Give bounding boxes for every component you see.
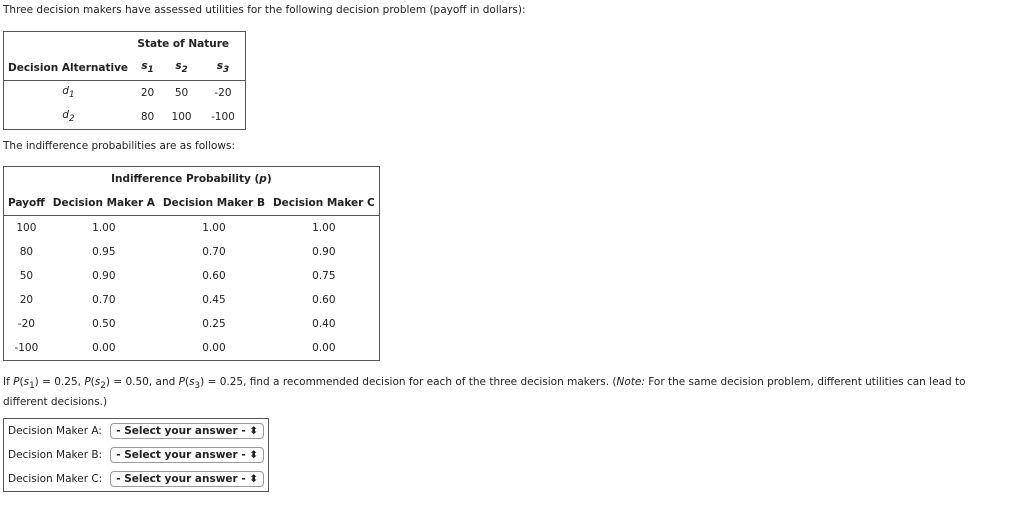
probability-cell: 0.60 <box>202 270 226 282</box>
answer-select-c[interactable]: - Select your answer - ⬍ <box>110 471 265 487</box>
probability-cell: 1.00 <box>92 222 116 234</box>
answer-select-b[interactable]: - Select your answer - ⬍ <box>110 447 265 463</box>
payoff-cell: 50 <box>19 270 34 282</box>
table-row: d1 20 50 -20 <box>4 81 246 106</box>
payoff-cell: -100 <box>211 111 235 123</box>
probability-cell: 0.45 <box>202 294 226 306</box>
payoff-table: State of Nature Decision Alternative s1 … <box>3 31 246 130</box>
indifference-probability-header: Indifference Probability (p) <box>111 173 272 185</box>
probability-cell: 0.40 <box>312 318 336 330</box>
table-row: 80 0.95 0.70 0.90 <box>4 240 380 264</box>
alternative-d2: d2 <box>62 109 75 125</box>
probability-cell: 0.00 <box>312 342 336 354</box>
table-row: -100 0.00 0.00 0.00 <box>4 336 380 361</box>
probability-cell: 1.00 <box>312 222 336 234</box>
probability-cell: 0.70 <box>202 246 226 258</box>
probability-cell: 0.25 <box>202 318 226 330</box>
question-text: If P(s1) = 0.25, P(s2) = 0.50, and P(s3)… <box>3 376 966 409</box>
indifference-intro: The indifference probabilities are as fo… <box>3 140 236 152</box>
probability-cell: 0.50 <box>92 318 116 330</box>
probability-cell: 0.60 <box>312 294 336 306</box>
state-header: s2 <box>162 56 201 81</box>
probability-cell: 0.95 <box>92 246 116 258</box>
payoff-cell: -20 <box>17 318 35 330</box>
select-arrows-icon: ⬍ <box>249 449 259 461</box>
payoff-cell: -100 <box>14 342 39 354</box>
answer-label-a: Decision Maker A: <box>8 425 102 437</box>
probability-cell: 1.00 <box>202 222 226 234</box>
table-row: 100 1.00 1.00 1.00 <box>4 216 380 241</box>
payoff-cell: 100 <box>16 222 37 234</box>
probability-cell: 0.70 <box>92 294 116 306</box>
payoff-cell: 80 <box>140 111 155 123</box>
state-header: s1 <box>132 56 163 81</box>
probability-cell: 0.75 <box>312 270 336 282</box>
answer-label-b: Decision Maker B: <box>8 449 103 461</box>
answer-select-a[interactable]: - Select your answer - ⬍ <box>110 423 265 439</box>
probability-cell: 0.90 <box>92 270 116 282</box>
select-arrows-icon: ⬍ <box>249 425 259 437</box>
decision-alternative-header: Decision Alternative <box>3 56 133 81</box>
state-of-nature-header: State of Nature <box>137 38 229 50</box>
probability-cell: 0.00 <box>202 342 226 354</box>
dm-c-header: Decision Maker C <box>268 191 380 216</box>
probability-cell: 0.00 <box>92 342 116 354</box>
indifference-table: Indifference Probability (p) Payoff Deci… <box>3 166 380 361</box>
payoff-cell: -20 <box>214 87 232 99</box>
payoff-cell: 20 <box>19 294 34 306</box>
payoff-cell: 80 <box>19 246 34 258</box>
table-row: d2 80 100 -100 <box>4 105 246 130</box>
answer-label-c: Decision Maker C: <box>8 473 103 485</box>
table-row: 50 0.90 0.60 0.75 <box>4 264 380 288</box>
answer-box: Decision Maker A: - Select your answer - … <box>3 418 270 492</box>
probability-cell: 0.90 <box>312 246 336 258</box>
state-header: s3 <box>200 56 246 81</box>
payoff-cell: 20 <box>140 87 155 99</box>
table-row: 20 0.70 0.45 0.60 <box>4 288 380 312</box>
payoff-cell: 50 <box>174 87 189 99</box>
dm-b-header: Decision Maker B <box>158 191 269 216</box>
intro-text: Three decision makers have assessed util… <box>3 4 526 16</box>
select-arrows-icon: ⬍ <box>249 473 259 485</box>
payoff-cell: 100 <box>171 111 192 123</box>
alternative-d1: d1 <box>62 85 75 101</box>
table-row: -20 0.50 0.25 0.40 <box>4 312 380 336</box>
payoff-header: Payoff <box>3 191 49 216</box>
dm-a-header: Decision Maker A <box>48 191 159 216</box>
